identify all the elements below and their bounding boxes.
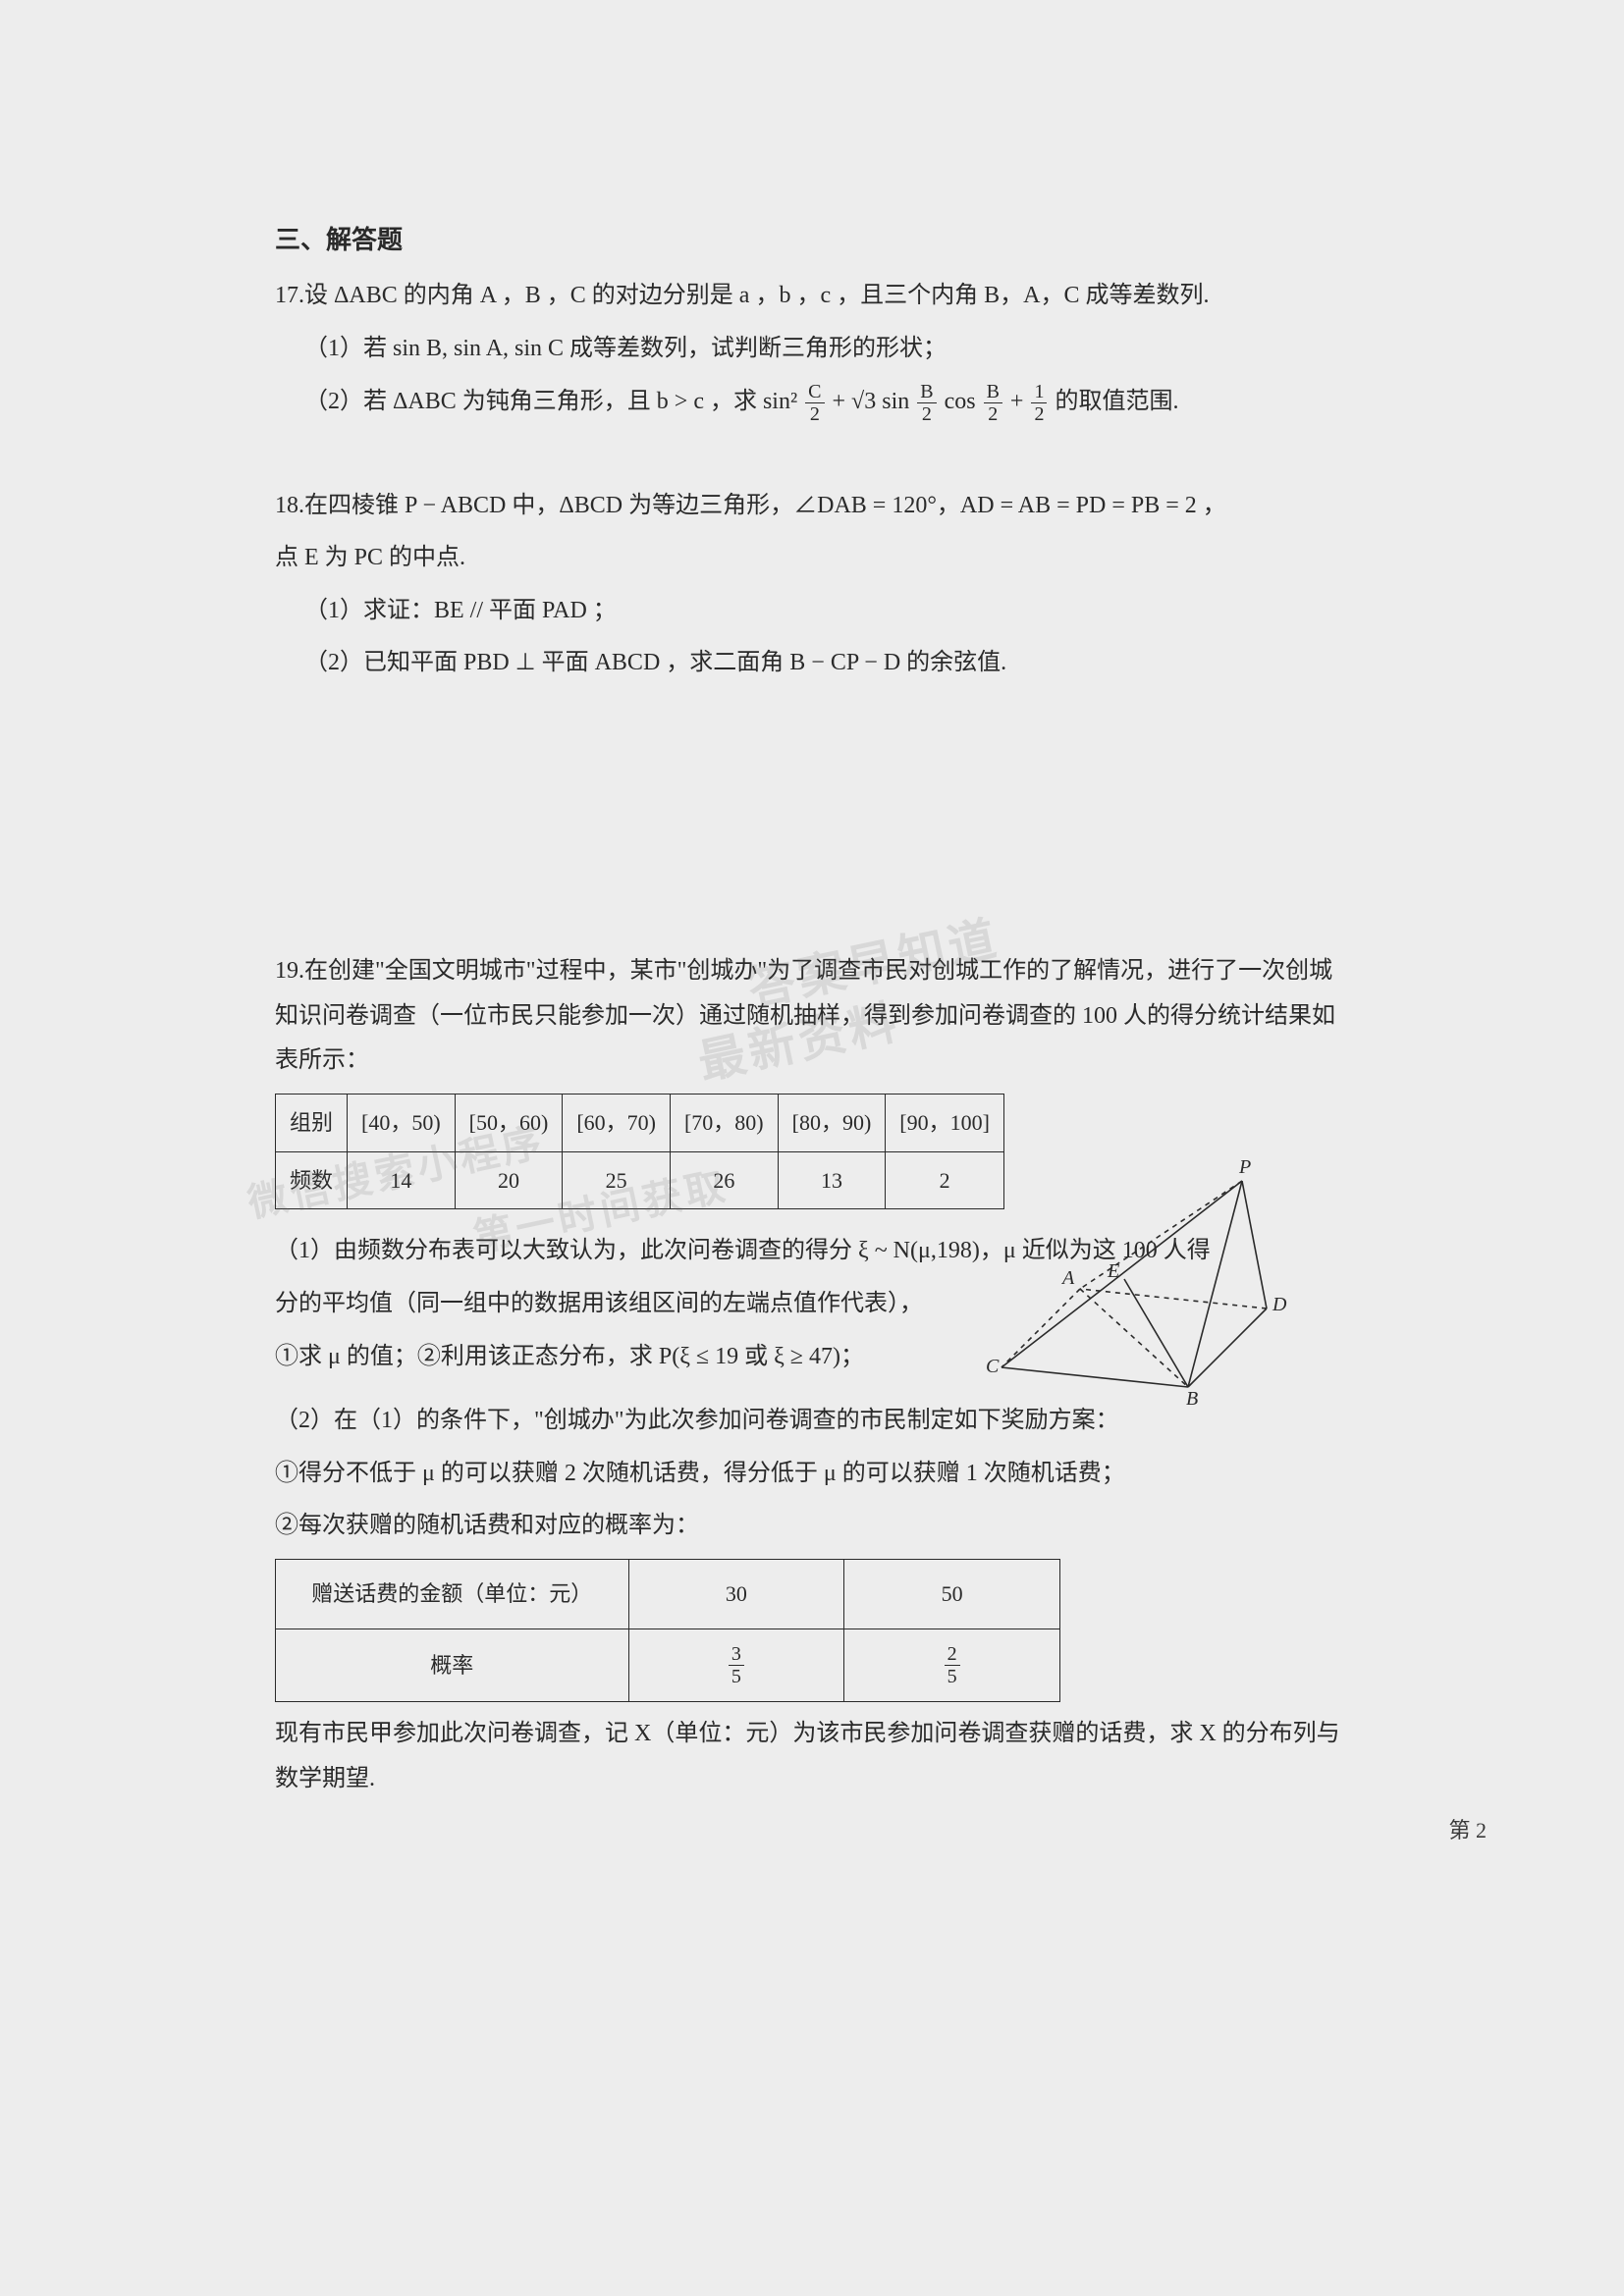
p19-part1-sub: ①求 μ 的值；②利用该正态分布，求 P(ξ ≤ 19 或 ξ ≥ 47)； — [275, 1335, 1355, 1380]
freq-val-0: 14 — [348, 1151, 456, 1209]
prize-header-1: 赠送话费的金额（单位：元） — [276, 1559, 629, 1629]
problem-17-part2: （2）若 ΔABC 为钝角三角形，且 b > c ，求 sin² C2 + √3… — [304, 380, 1355, 425]
exam-page-content: 三、解答题 17.设 ΔABC 的内角 A ，B ，C 的对边分别是 a ，b … — [275, 216, 1355, 1860]
problem-18-stem2: 点 E 为 PC 的中点. — [275, 536, 1355, 581]
p17-suffix3: + — [1010, 389, 1024, 414]
prize-header-row: 赠送话费的金额（单位：元） 30 50 — [276, 1559, 1060, 1629]
prize-table: 赠送话费的金额（单位：元） 30 50 概率 35 25 — [275, 1559, 1060, 1702]
freq-col-5: [90，100] — [886, 1094, 1004, 1151]
p19-part1-suffix: 分的平均值（同一组中的数据用该组区间的左端点值作代表）， — [275, 1282, 1355, 1327]
freq-val-1: 20 — [455, 1151, 563, 1209]
p19-tail: 现有市民甲参加此次问卷调查，记 X（单位：元）为该市民参加问卷调查获赠的话费，求… — [275, 1712, 1355, 1801]
section-heading: 三、解答题 — [275, 216, 1355, 264]
freq-row-label: 频数 — [276, 1151, 348, 1209]
frac-B-over-2-b: B2 — [984, 381, 1002, 425]
problem-18-stem: 18.在四棱锥 P − ABCD 中，ΔBCD 为等边三角形，∠DAB = 12… — [275, 484, 1355, 529]
p17-part2-prefix: （2）若 ΔABC 为钝角三角形，且 b > c ，求 sin² — [304, 389, 797, 414]
freq-table-header-row: 组别 [40，50) [50，60) [60，70) [70，80) [80，9… — [276, 1094, 1004, 1151]
p19-part2-l2: ①得分不低于 μ 的可以获赠 2 次随机话费，得分低于 μ 的可以获赠 1 次随… — [275, 1452, 1355, 1497]
p17-suffix1: + √3 sin — [833, 389, 910, 414]
frac-1-over-2: 12 — [1031, 381, 1047, 425]
freq-col-1: [50，60) — [455, 1094, 563, 1151]
frequency-table: 组别 [40，50) [50，60) [60，70) [70，80) [80，9… — [275, 1094, 1004, 1210]
problem-19: 19.在创建"全国文明城市"过程中，某市"创城办"为了调查市民对创城工作的了解情… — [275, 949, 1355, 1801]
problem-18-part2: （2）已知平面 PBD ⊥ 平面 ABCD ，求二面角 B − CP − D 的… — [304, 641, 1355, 686]
freq-header-label: 组别 — [276, 1094, 348, 1151]
p19-part2-l1: （2）在（1）的条件下，"创城办"为此次参加问卷调查的市民制定如下奖励方案： — [275, 1399, 1355, 1444]
freq-col-2: [60，70) — [563, 1094, 671, 1151]
freq-val-2: 25 — [563, 1151, 671, 1209]
prize-p1: 35 — [628, 1629, 844, 1701]
frac-C-over-2: C2 — [805, 381, 824, 425]
frac-B-over-2-a: B2 — [917, 381, 936, 425]
p17-suffix2: cos — [945, 389, 976, 414]
prize-prob-row: 概率 35 25 — [276, 1629, 1060, 1701]
prize-p2: 25 — [844, 1629, 1060, 1701]
problem-17-stem: 17.设 ΔABC 的内角 A ，B ，C 的对边分别是 a ，b ，c ，且三… — [275, 274, 1355, 319]
freq-table-value-row: 频数 14 20 25 26 13 2 — [276, 1151, 1004, 1209]
freq-col-0: [40，50) — [348, 1094, 456, 1151]
problem-17-part1: （1）若 sin B, sin A, sin C 成等差数列，试判断三角形的形状… — [304, 327, 1355, 372]
page-number: 第 2 — [1448, 1813, 1487, 1844]
problem-18: 18.在四棱锥 P − ABCD 中，ΔBCD 为等边三角形，∠DAB = 12… — [275, 484, 1355, 890]
freq-col-4: [80，90) — [778, 1094, 886, 1151]
prize-header-3: 50 — [844, 1559, 1060, 1629]
p19-part2-l3: ②每次获赠的随机话费和对应的概率为： — [275, 1504, 1355, 1549]
prize-header-2: 30 — [628, 1559, 844, 1629]
freq-col-3: [70，80) — [670, 1094, 778, 1151]
problem-17: 17.设 ΔABC 的内角 A ，B ，C 的对边分别是 a ，b ，c ，且三… — [275, 274, 1355, 424]
prize-row-label: 概率 — [276, 1629, 629, 1701]
p17-suffix4: 的取值范围. — [1055, 389, 1178, 414]
freq-val-3: 26 — [670, 1151, 778, 1209]
freq-val-5: 2 — [886, 1151, 1004, 1209]
problem-18-part1: （1）求证：BE // 平面 PAD ； — [304, 589, 1355, 634]
problem-19-stem: 19.在创建"全国文明城市"过程中，某市"创城办"为了调查市民对创城工作的了解情… — [275, 949, 1355, 1084]
p19-part1-prefix: （1）由频数分布表可以大致认为，此次问卷调查的得分 ξ ~ N(μ,198)，μ… — [275, 1229, 1355, 1274]
freq-val-4: 13 — [778, 1151, 886, 1209]
